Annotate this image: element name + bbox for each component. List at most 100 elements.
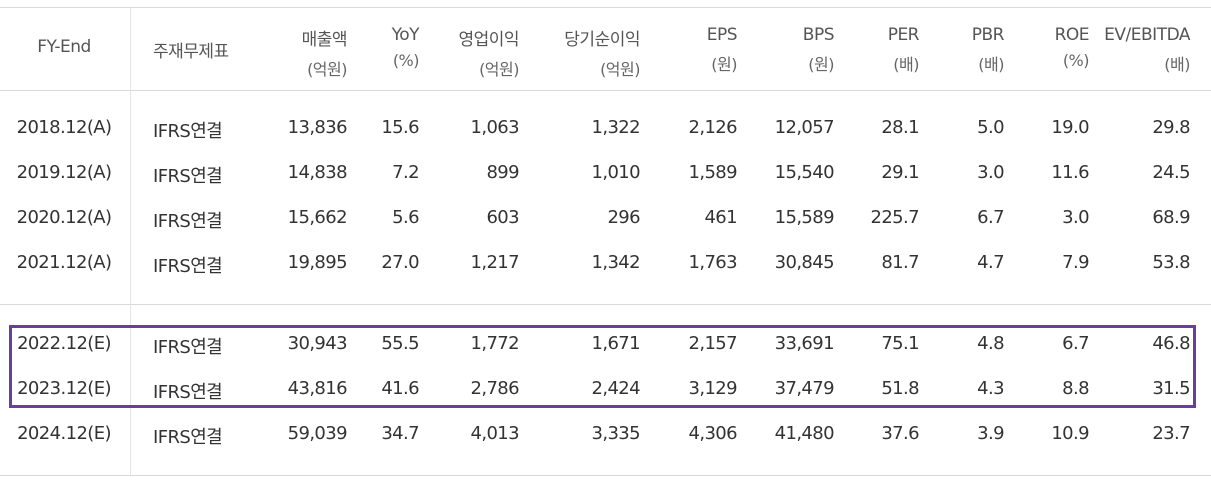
column-header-label: EPS [706, 25, 738, 45]
cell-operating-profit: 4,013 [470, 423, 519, 444]
cell-yoy: 5.6 [392, 207, 419, 228]
column-header-label: PER [887, 25, 920, 45]
column-header-per: PER (배) [887, 25, 920, 75]
cell-eps: 461 [704, 207, 737, 228]
cell-main-statement: IFRS연결 [153, 382, 223, 403]
cell-roe: 6.7 [1062, 333, 1089, 354]
cell-fy-end: 2020.12(A) [16, 207, 112, 228]
column-header-roe: ROE (%) [1054, 25, 1090, 70]
cell-roe: 7.9 [1062, 252, 1089, 273]
cell-revenue: 19,895 [287, 252, 348, 273]
cell-per: 225.7 [870, 207, 919, 228]
column-header-label: EV/EBITDA [1104, 25, 1190, 45]
cell-main-statement: IFRS연결 [153, 166, 223, 187]
column-header-unit: (%) [392, 51, 420, 70]
table-top-border [0, 7, 1211, 8]
cell-revenue: 13,836 [287, 117, 348, 138]
cell-pbr: 4.7 [977, 252, 1004, 273]
column-header-revenue: 매출액 (억원) [301, 25, 348, 80]
column-header-bps: BPS (원) [802, 25, 835, 75]
column-header-unit: (배) [893, 55, 919, 74]
cell-net-income: 3,335 [591, 423, 640, 444]
cell-ev-ebitda: 29.8 [1152, 117, 1190, 138]
cell-main-statement: IFRS연결 [153, 427, 223, 448]
cell-pbr: 5.0 [977, 117, 1004, 138]
cell-pbr: 4.8 [977, 333, 1004, 354]
forecast-highlight-box [9, 325, 1196, 408]
cell-fy-end: 2022.12(E) [17, 333, 111, 354]
column-header-unit: (원) [808, 55, 834, 74]
cell-per: 51.8 [881, 378, 919, 399]
cell-pbr: 3.0 [977, 162, 1004, 183]
cell-yoy: 27.0 [381, 252, 419, 273]
column-header-yoy: YoY (%) [391, 25, 420, 70]
group-divider [0, 304, 1211, 305]
cell-per: 37.6 [881, 423, 919, 444]
cell-eps: 1,763 [688, 252, 737, 273]
cell-fy-end: 2019.12(A) [16, 162, 112, 183]
column-divider-body [130, 90, 131, 475]
column-header-eps: EPS (원) [706, 25, 738, 75]
cell-bps: 15,589 [774, 207, 835, 228]
column-header-label: PBR [971, 25, 1005, 45]
column-header-pbr: PBR (배) [971, 25, 1005, 75]
column-header-label: ROE [1054, 25, 1090, 45]
cell-operating-profit: 1,217 [470, 252, 519, 273]
column-header-unit: (억원) [307, 60, 347, 79]
cell-main-statement: IFRS연결 [153, 337, 223, 358]
cell-net-income: 1,010 [591, 162, 640, 183]
cell-fy-end: 2018.12(A) [16, 117, 112, 138]
cell-fy-end: 2023.12(E) [17, 378, 111, 399]
cell-yoy: 7.2 [392, 162, 419, 183]
column-header-unit: (억원) [600, 60, 640, 79]
cell-per: 81.7 [881, 252, 919, 273]
column-header-label: 매출액 [301, 30, 348, 50]
cell-net-income: 1,322 [591, 117, 640, 138]
cell-bps: 41,480 [774, 423, 835, 444]
cell-bps: 33,691 [774, 333, 835, 354]
column-divider-top [130, 7, 131, 90]
cell-eps: 3,129 [688, 378, 737, 399]
cell-pbr: 6.7 [977, 207, 1004, 228]
cell-fy-end: 2024.12(E) [17, 423, 111, 444]
cell-revenue: 14,838 [287, 162, 348, 183]
column-header-unit: (원) [711, 55, 737, 74]
column-header-operating-profit: 영업이익 (억원) [458, 25, 519, 80]
cell-main-statement: IFRS연결 [153, 121, 223, 142]
cell-operating-profit: 1,063 [470, 117, 519, 138]
column-header-label: YoY [391, 25, 420, 45]
cell-bps: 30,845 [774, 252, 835, 273]
cell-yoy: 55.5 [381, 333, 419, 354]
cell-eps: 4,306 [688, 423, 737, 444]
column-header-net-income: 당기순이익 (억원) [564, 25, 640, 80]
cell-operating-profit: 1,772 [470, 333, 519, 354]
cell-main-statement: IFRS연결 [153, 256, 223, 277]
cell-roe: 19.0 [1051, 117, 1089, 138]
column-header-main-statement: 주재무제표 [153, 37, 229, 62]
column-header-unit: (배) [1164, 55, 1190, 74]
cell-pbr: 3.9 [977, 423, 1004, 444]
column-header-unit: (배) [978, 55, 1004, 74]
cell-revenue: 15,662 [287, 207, 348, 228]
column-header-fy-end: FY-End [4, 37, 124, 57]
cell-revenue: 30,943 [287, 333, 348, 354]
cell-net-income: 296 [607, 207, 640, 228]
column-header-label: BPS [802, 25, 835, 45]
cell-ev-ebitda: 53.8 [1152, 252, 1190, 273]
cell-per: 29.1 [881, 162, 919, 183]
cell-net-income: 1,671 [591, 333, 640, 354]
cell-yoy: 41.6 [381, 378, 419, 399]
cell-operating-profit: 899 [486, 162, 519, 183]
cell-fy-end: 2021.12(A) [16, 252, 112, 273]
cell-net-income: 1,342 [591, 252, 640, 273]
cell-revenue: 43,816 [287, 378, 348, 399]
cell-per: 75.1 [881, 333, 919, 354]
cell-operating-profit: 603 [486, 207, 519, 228]
cell-eps: 2,126 [688, 117, 737, 138]
column-header-label: 당기순이익 [564, 30, 640, 50]
cell-operating-profit: 2,786 [470, 378, 519, 399]
column-header-label: 주재무제표 [153, 42, 229, 62]
header-bottom-border [0, 90, 1211, 91]
cell-ev-ebitda: 24.5 [1152, 162, 1190, 183]
cell-eps: 1,589 [688, 162, 737, 183]
